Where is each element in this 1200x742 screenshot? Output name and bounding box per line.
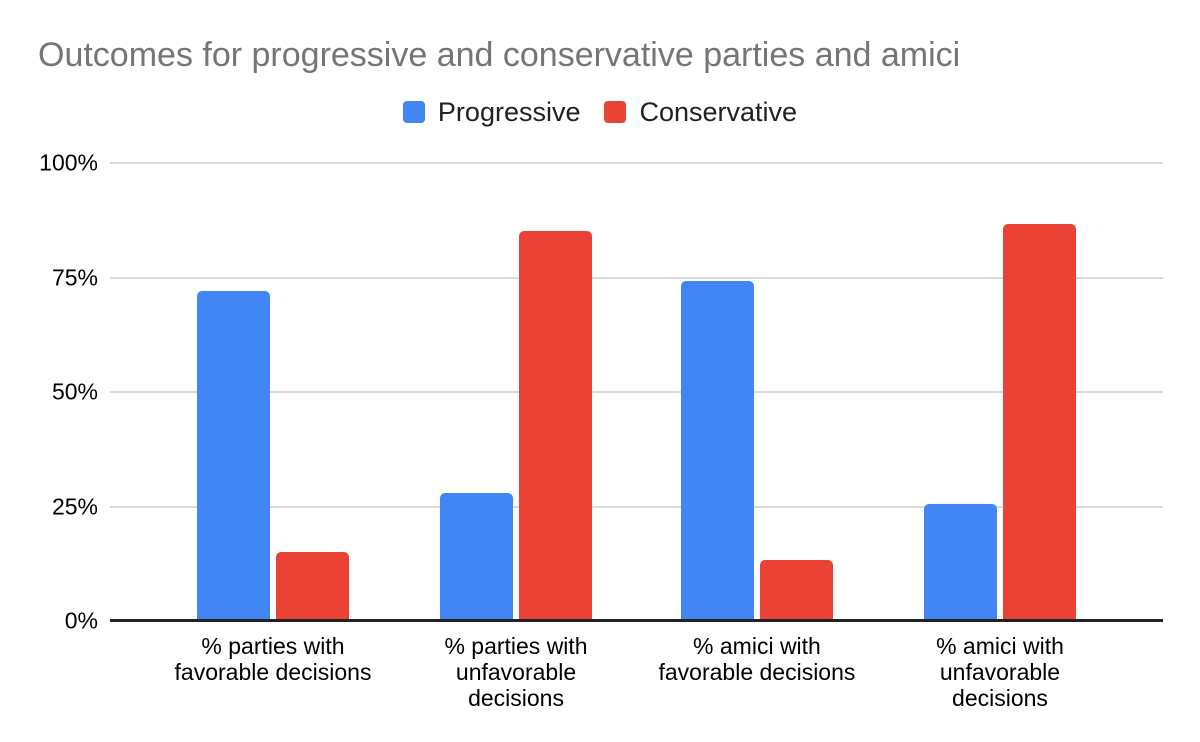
plot-area (110, 162, 1163, 622)
bar-progressive-2 (440, 492, 514, 621)
bar-group-3 (680, 163, 833, 621)
x-tick-label-2: % parties with unfavorable decisions (444, 633, 588, 711)
y-axis-labels: 0% 25% 50% 75% 100% (0, 150, 98, 634)
x-axis-line (110, 619, 1163, 622)
x-axis-labels: % parties with favorable decisions % part… (110, 633, 1163, 733)
legend: Progressive Conservative (0, 96, 1200, 128)
y-tick-label-25: 25% (51, 493, 98, 519)
legend-swatch-conservative (604, 101, 627, 123)
chart-title: Outcomes for progressive and conservativ… (38, 36, 961, 74)
bar-conservative-2 (519, 230, 593, 621)
bar-progressive-1 (197, 291, 270, 621)
bar-group-1 (197, 163, 349, 621)
legend-item-conservative: Conservative (604, 97, 797, 128)
gridline-50 (110, 391, 1163, 393)
bar-group-4 (923, 163, 1076, 621)
legend-label: Progressive (437, 96, 581, 127)
gridline-75 (110, 276, 1163, 279)
bar-conservative-3 (759, 559, 833, 621)
gridline-25 (110, 505, 1163, 508)
y-tick-label-75: 75% (51, 264, 98, 290)
x-tick-label-4: % amici with unfavorable decisions (936, 633, 1064, 711)
y-tick-label-100: 100% (39, 149, 98, 176)
legend-label: Conservative (639, 96, 798, 127)
y-tick-label-0: 0% (64, 607, 98, 634)
y-tick-label-50: 50% (51, 378, 98, 405)
legend-swatch-progressive (402, 101, 425, 123)
x-tick-label-3: % amici with favorable decisions (658, 633, 856, 685)
bar-progressive-4 (923, 504, 997, 621)
gridline-100 (110, 162, 1163, 164)
bar-progressive-3 (680, 281, 754, 621)
bar-group-2 (440, 163, 593, 621)
bar-conservative-4 (1002, 223, 1076, 621)
bar-conservative-1 (276, 552, 349, 621)
legend-item-progressive: Progressive (402, 96, 581, 128)
x-tick-label-1: % parties with favorable decisions (174, 633, 372, 685)
